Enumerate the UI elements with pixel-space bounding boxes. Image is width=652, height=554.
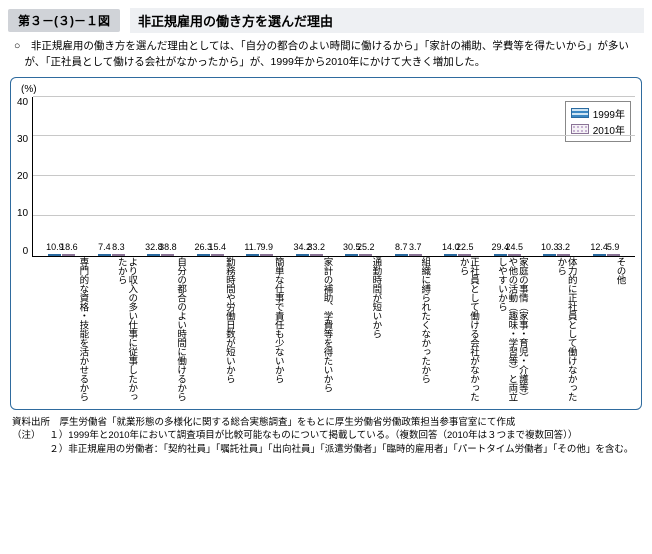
y-tick-label: 30	[17, 134, 28, 145]
bar: 22.5	[458, 254, 471, 256]
bar: 10.9	[48, 254, 61, 256]
bar-value-label: 24.5	[505, 242, 523, 252]
source-text: 厚生労働省「就業形態の多様化に関する総合実態調査」をもとに厚生労働省労働政策担当…	[60, 416, 640, 430]
y-tick-label: 20	[17, 171, 28, 182]
figure-header: 第３－(３)－１図 非正規雇用の働き方を選んだ理由	[8, 8, 644, 33]
bar-value-label: 10.3	[541, 242, 559, 252]
x-axis-label: 自分の都合のよい時間に働けるから	[149, 257, 185, 407]
bar: 38.8	[161, 254, 174, 256]
source-notes: 資料出所 厚生労働省「就業形態の多様化に関する総合実態調査」をもとに厚生労働省労…	[12, 416, 640, 457]
bar: 14.0	[444, 254, 457, 256]
bar-value-label: 22.5	[456, 242, 474, 252]
x-axis-label: 組織に縛られたくなかったから	[393, 257, 429, 407]
bar: 30.5	[345, 254, 358, 256]
bar-value-label: 8.3	[112, 242, 125, 252]
x-axis-label: 専門的な資格・技能を活かせるから	[51, 257, 87, 407]
note-row: １）1999年と2010年において調査項目が比較可能なものについて掲載している。…	[45, 429, 640, 443]
note-number: １）	[45, 429, 68, 443]
bar: 10.3	[543, 254, 556, 256]
figure-number: 第３－(３)－１図	[8, 9, 120, 32]
bar-value-label: 5.9	[607, 242, 620, 252]
bar-group: 34.233.2	[291, 254, 327, 256]
bar-group: 30.525.2	[341, 254, 377, 256]
bar: 34.2	[296, 254, 309, 256]
figure-title: 非正規雇用の働き方を選んだ理由	[130, 8, 644, 33]
bar-group: 12.45.9	[588, 254, 624, 256]
y-tick-label: 0	[23, 246, 29, 257]
bar-value-label: 9.9	[261, 242, 274, 252]
bar-group: 10.33.2	[539, 254, 575, 256]
bar: 8.7	[395, 254, 408, 256]
bar: 11.7	[246, 254, 259, 256]
bar: 15.4	[211, 254, 224, 256]
x-axis-label: 家計の補助、学費等を得たいから	[296, 257, 332, 407]
source-label: 資料出所	[12, 416, 60, 430]
bar: 18.6	[62, 254, 75, 256]
bar: 24.5	[508, 254, 521, 256]
bar: 9.9	[260, 254, 273, 256]
bar-group: 14.022.5	[440, 254, 476, 256]
x-axis-labels: 専門的な資格・技能を活かせるからより収入の多い仕事に従事したかったから自分の都合…	[41, 257, 635, 407]
bars-container: 10.918.67.48.332.838.826.315.411.79.934.…	[33, 97, 635, 256]
grid-line	[33, 135, 635, 136]
grid-line	[33, 215, 635, 216]
grid-line	[33, 175, 635, 176]
x-axis-label: より収入の多い仕事に従事したかったから	[100, 257, 136, 407]
bar: 26.3	[197, 254, 210, 256]
bar-group: 11.79.9	[242, 254, 278, 256]
y-tick-label: 40	[17, 97, 28, 108]
x-axis-label: その他	[589, 257, 625, 407]
bar-group: 7.48.3	[93, 254, 129, 256]
bar-value-label: 8.7	[395, 242, 408, 252]
notes-label: （注）	[12, 429, 45, 457]
summary-text: ○ 非正規雇用の働き方を選んだ理由としては、「自分の都合のよい時間に働けるから」…	[14, 39, 638, 71]
plot-area: 1999年 2010年 10.918.67.48.332.838.826.315…	[32, 97, 635, 257]
bar: 33.2	[310, 254, 323, 256]
bar-value-label: 15.4	[209, 242, 227, 252]
x-axis-label: 体力的に正社員として働けなかったから	[540, 257, 576, 407]
bar-value-label: 38.8	[159, 242, 177, 252]
bar-value-label: 18.6	[60, 242, 78, 252]
bar-group: 10.918.6	[44, 254, 80, 256]
bar-group: 26.315.4	[192, 254, 228, 256]
y-axis: 40 30 20 10 0	[17, 97, 32, 257]
note-text: 非正規雇用の労働者：「契約社員」「嘱託社員」「出向社員」「派遣労働者」「臨時的雇…	[68, 443, 640, 457]
x-axis-label: 通勤時間が短いから	[344, 257, 380, 407]
bar-value-label: 3.2	[557, 242, 570, 252]
bar: 3.2	[557, 254, 570, 256]
bar-value-label: 12.4	[590, 242, 608, 252]
bar: 7.4	[98, 254, 111, 256]
bar-value-label: 7.4	[98, 242, 111, 252]
x-axis-label: 簡単な仕事で責任も少ないから	[247, 257, 283, 407]
bar: 12.4	[593, 254, 606, 256]
x-axis-label: 正社員として働ける会社がなかったから	[442, 257, 478, 407]
bar-value-label: 11.7	[244, 242, 261, 252]
bar-group: 32.838.8	[143, 254, 179, 256]
bar-group: 8.73.7	[390, 254, 426, 256]
chart-frame: (%) 403020100 1999年 2010年 10.918.67.48.3…	[10, 77, 642, 410]
grid-line	[33, 96, 635, 97]
y-tick-label: 10	[17, 208, 28, 219]
bar: 3.7	[409, 254, 422, 256]
bar-group: 29.424.5	[489, 254, 525, 256]
chart-area: 403020100 1999年 2010年 10.918.67.48.332.8…	[17, 97, 635, 257]
x-axis-label: 家庭の事情（家事・育児・介護等）や他の活動（趣味・学習等）と両立しやすいから	[491, 257, 527, 407]
bar-value-label: 33.2	[308, 242, 326, 252]
bar: 8.3	[112, 254, 125, 256]
bar: 32.8	[147, 254, 160, 256]
note-number: ２）	[45, 443, 68, 457]
y-axis-unit: (%)	[21, 84, 635, 95]
bar-value-label: 3.7	[409, 242, 422, 252]
notes-body: １）1999年と2010年において調査項目が比較可能なものについて掲載している。…	[45, 429, 640, 457]
x-axis-label: 勤務時間や労働日数が短いから	[198, 257, 234, 407]
bar: 25.2	[359, 254, 372, 256]
note-row: ２）非正規雇用の労働者：「契約社員」「嘱託社員」「出向社員」「派遣労働者」「臨時…	[45, 443, 640, 457]
bar: 5.9	[607, 254, 620, 256]
bar: 29.4	[494, 254, 507, 256]
note-text: 1999年と2010年において調査項目が比較可能なものについて掲載している。（複…	[68, 429, 640, 443]
bar-value-label: 25.2	[357, 242, 375, 252]
